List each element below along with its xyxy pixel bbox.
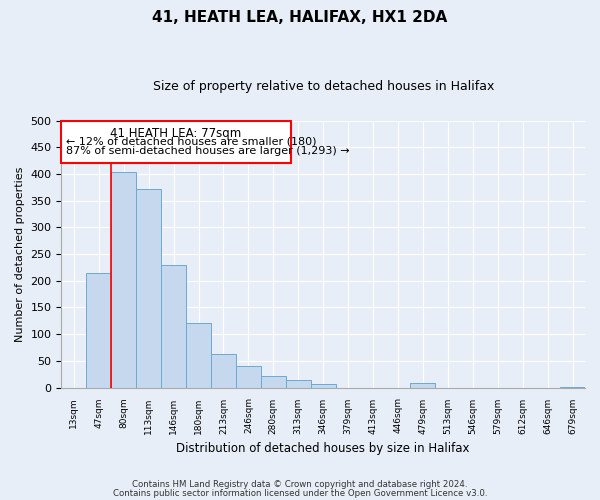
Bar: [410, 384, 436, 388]
Bar: [560, 386, 585, 388]
Bar: [161, 264, 186, 388]
Text: ← 12% of detached houses are smaller (180): ← 12% of detached houses are smaller (18…: [67, 136, 317, 146]
Text: Contains HM Land Registry data © Crown copyright and database right 2024.: Contains HM Land Registry data © Crown c…: [132, 480, 468, 489]
Bar: [311, 384, 335, 388]
Bar: [186, 324, 211, 388]
Text: 87% of semi-detached houses are larger (1,293) →: 87% of semi-detached houses are larger (…: [67, 146, 350, 156]
Bar: [211, 354, 236, 388]
Bar: [61, 120, 291, 164]
Bar: [236, 366, 261, 388]
Title: Size of property relative to detached houses in Halifax: Size of property relative to detached ho…: [152, 80, 494, 93]
Bar: [286, 380, 311, 388]
X-axis label: Distribution of detached houses by size in Halifax: Distribution of detached houses by size …: [176, 442, 470, 455]
Text: 41, HEATH LEA, HALIFAX, HX1 2DA: 41, HEATH LEA, HALIFAX, HX1 2DA: [152, 10, 448, 25]
Bar: [136, 189, 161, 388]
Text: 41 HEATH LEA: 77sqm: 41 HEATH LEA: 77sqm: [110, 128, 242, 140]
Text: Contains public sector information licensed under the Open Government Licence v3: Contains public sector information licen…: [113, 488, 487, 498]
Y-axis label: Number of detached properties: Number of detached properties: [15, 166, 25, 342]
Bar: [111, 172, 136, 388]
Bar: [86, 273, 111, 388]
Bar: [261, 376, 286, 388]
